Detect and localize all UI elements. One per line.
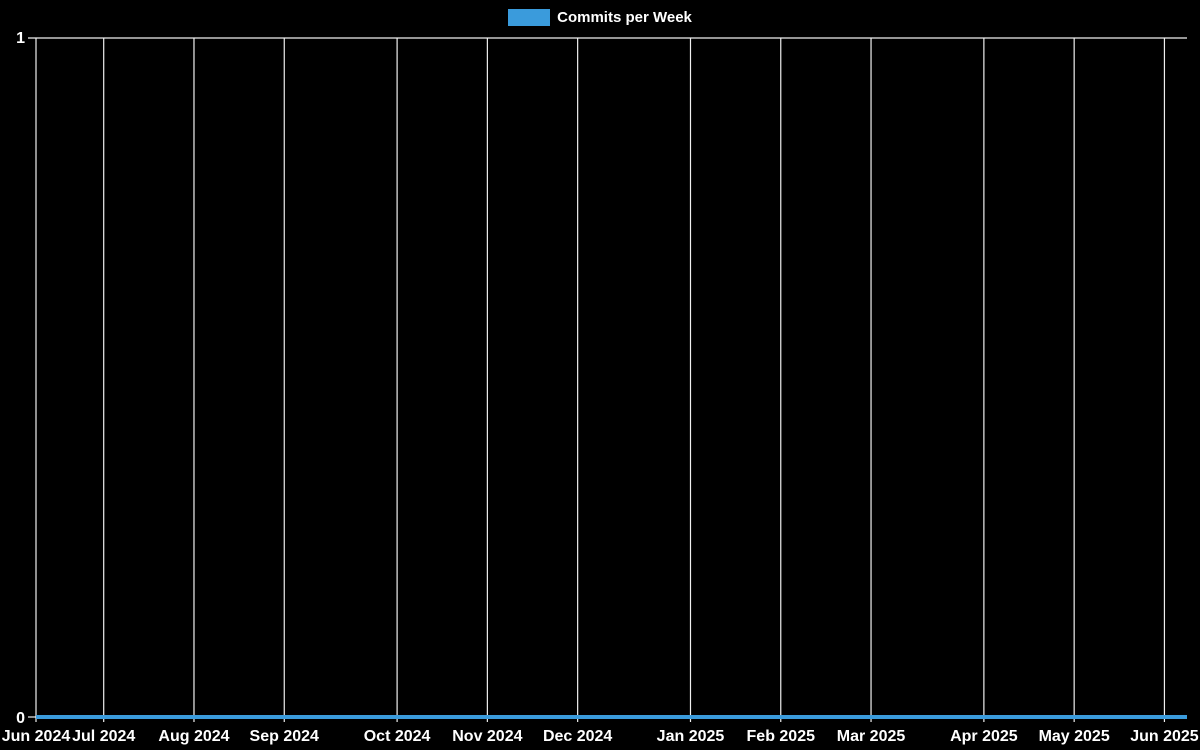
x-tick-label: Jan 2025	[657, 728, 725, 745]
x-tick-label: Nov 2024	[452, 728, 522, 745]
x-tick-label: May 2025	[1039, 728, 1110, 745]
legend-item-commits-per-week[interactable]: Commits per Week	[508, 9, 692, 26]
legend-label: Commits per Week	[557, 9, 692, 26]
x-tick-label: Sep 2024	[250, 728, 319, 745]
x-tick-label: Dec 2024	[543, 728, 612, 745]
x-tick-label: Aug 2024	[158, 728, 229, 745]
chart-legend: Commits per Week	[0, 9, 1200, 26]
x-tick-label: Apr 2025	[950, 728, 1018, 745]
y-tick-label-zero: 0	[16, 710, 25, 727]
x-tick-label: Jun 2025	[1130, 728, 1199, 745]
x-tick-label: Feb 2025	[747, 728, 816, 745]
x-tick-label: Jun 2024	[2, 728, 71, 745]
legend-color-swatch-icon	[508, 9, 551, 26]
x-tick-label: Jul 2024	[72, 728, 135, 745]
x-tick-label: Mar 2025	[837, 728, 906, 745]
y-tick-label-max: 1	[16, 30, 25, 47]
x-tick-label: Oct 2024	[364, 728, 431, 745]
